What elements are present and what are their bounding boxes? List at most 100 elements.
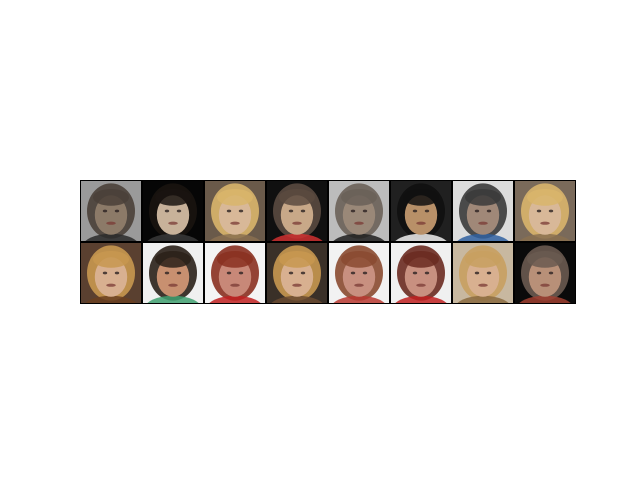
thumbnail-eye (164, 271, 170, 275)
thumbnail-face (156, 195, 190, 235)
thumbnail-mouth (478, 283, 488, 287)
thumbnail-eye (536, 271, 542, 275)
thumbnail-shoulders (85, 295, 137, 303)
thumbnail-shoulders (457, 295, 509, 303)
thumbnail-shoulders (395, 233, 447, 241)
thumbnail-eye (102, 209, 108, 213)
thumbnail-mouth (416, 283, 426, 287)
thumbnail-face (466, 257, 500, 297)
face-thumbnail (453, 181, 513, 241)
thumbnail-mouth (168, 221, 178, 225)
thumbnail-eye (350, 209, 356, 213)
thumbnail-shoulders (333, 295, 385, 303)
face-thumbnail (267, 181, 327, 241)
thumbnail-eye (164, 209, 170, 213)
thumbnail-fringe (527, 251, 563, 268)
thumbnail-eye (474, 271, 480, 275)
thumbnail-eye (486, 209, 492, 213)
thumbnail-fringe (403, 189, 439, 206)
thumbnail-mouth (354, 283, 364, 287)
thumbnail-eye (350, 271, 356, 275)
thumbnail-eye (288, 271, 294, 275)
thumbnail-mouth (106, 221, 116, 225)
face-thumbnail (391, 243, 451, 303)
face-thumbnail (329, 181, 389, 241)
thumbnail-face (342, 257, 376, 297)
thumbnail-fringe (93, 189, 129, 206)
face-thumbnail (453, 243, 513, 303)
thumbnail-eye (114, 209, 120, 213)
thumbnail-fringe (403, 251, 439, 268)
thumbnail-mouth (540, 221, 550, 225)
thumbnail-fringe (341, 189, 377, 206)
face-thumbnail (81, 181, 141, 241)
thumbnail-fringe (155, 189, 191, 206)
face-thumbnail (329, 243, 389, 303)
thumbnail-eye (412, 209, 418, 213)
thumbnail-mouth (478, 221, 488, 225)
thumbnail-eye (102, 271, 108, 275)
thumbnail-eye (536, 209, 542, 213)
thumbnail-eye (288, 209, 294, 213)
thumbnail-eye (176, 271, 182, 275)
image-grid-svg (81, 181, 575, 303)
thumbnail-eye (486, 271, 492, 275)
thumbnail-fringe (217, 189, 253, 206)
thumbnail-fringe (465, 189, 501, 206)
thumbnail-eye (424, 271, 430, 275)
thumbnail-eye (176, 209, 182, 213)
thumbnail-shoulders (519, 233, 571, 241)
thumbnail-fringe (527, 189, 563, 206)
thumbnail-face (404, 257, 438, 297)
thumbnail-face (466, 195, 500, 235)
thumbnail-fringe (465, 251, 501, 268)
thumbnail-eye (362, 271, 368, 275)
thumbnail-shoulders (271, 295, 323, 303)
face-thumbnail (515, 243, 575, 303)
thumbnail-face (156, 257, 190, 297)
thumbnail-mouth (292, 221, 302, 225)
thumbnail-eye (226, 271, 232, 275)
thumbnail-fringe (155, 251, 191, 268)
thumbnail-eye (238, 271, 244, 275)
thumbnail-shoulders (519, 295, 571, 303)
thumbnail-shoulders (147, 295, 199, 303)
thumbnail-mouth (416, 221, 426, 225)
thumbnail-face (528, 195, 562, 235)
thumbnail-eye (300, 271, 306, 275)
thumbnail-fringe (93, 251, 129, 268)
thumbnail-mouth (292, 283, 302, 287)
face-thumbnail (143, 243, 203, 303)
face-thumbnail (267, 243, 327, 303)
thumbnail-fringe (217, 251, 253, 268)
face-thumbnail (205, 243, 265, 303)
thumbnail-fringe (279, 189, 315, 206)
face-thumbnail (143, 181, 203, 241)
thumbnail-eye (238, 209, 244, 213)
thumbnail-face (280, 195, 314, 235)
thumbnail-shoulders (147, 233, 199, 241)
thumbnail-fringe (341, 251, 377, 268)
face-thumbnail (391, 181, 451, 241)
face-thumbnail (81, 243, 141, 303)
thumbnail-eye (300, 209, 306, 213)
thumbnail-mouth (168, 283, 178, 287)
face-thumbnail (515, 181, 575, 241)
thumbnail-shoulders (85, 233, 137, 241)
thumbnail-fringe (279, 251, 315, 268)
thumbnail-face (94, 257, 128, 297)
thumbnail-face (280, 257, 314, 297)
thumbnail-face (218, 195, 252, 235)
thumbnail-mouth (230, 283, 240, 287)
thumbnail-eye (548, 271, 554, 275)
thumbnail-mouth (106, 283, 116, 287)
image-grid (80, 180, 576, 304)
face-thumbnail (205, 181, 265, 241)
thumbnail-shoulders (209, 295, 261, 303)
thumbnail-mouth (230, 221, 240, 225)
thumbnail-shoulders (333, 233, 385, 241)
thumbnail-shoulders (395, 295, 447, 303)
thumbnail-shoulders (209, 233, 261, 241)
thumbnail-face (404, 195, 438, 235)
